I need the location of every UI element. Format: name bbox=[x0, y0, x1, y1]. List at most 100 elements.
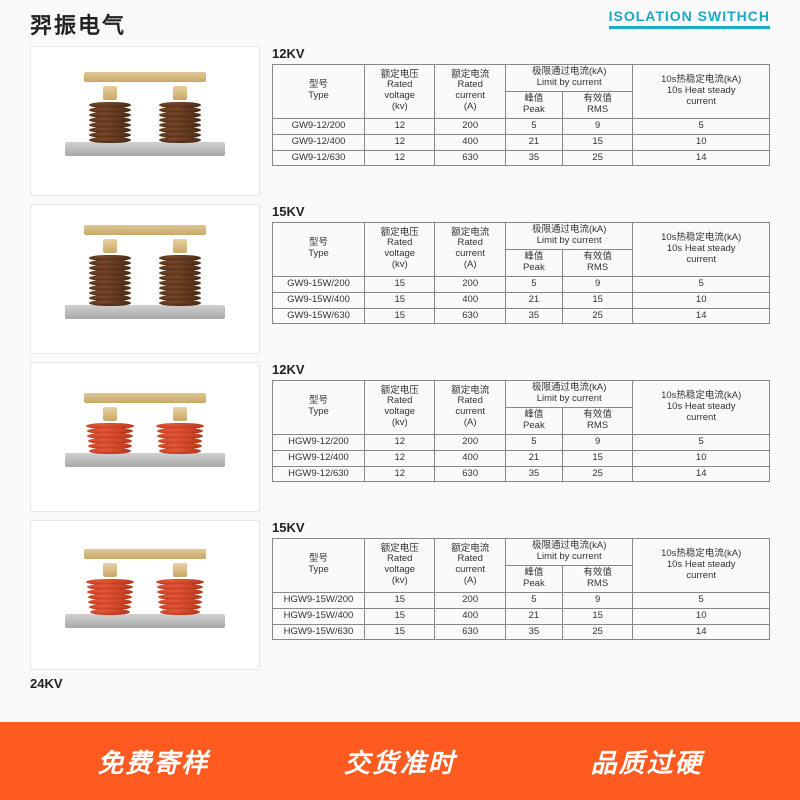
insulator bbox=[90, 407, 130, 453]
table-cell: 21 bbox=[505, 608, 562, 624]
table-row: HGW9-12/20012200595 bbox=[273, 434, 770, 450]
table-cell: 35 bbox=[505, 466, 562, 482]
table-cell: 15 bbox=[365, 592, 435, 608]
terminal-icon bbox=[103, 86, 117, 100]
column-header: 型号Type bbox=[273, 223, 365, 277]
table-cell: GW9-15W/400 bbox=[273, 292, 365, 308]
column-header: 极限通过电流(kA)Limit by current bbox=[505, 381, 632, 408]
spec-table: 型号Type额定电压Ratedvoltage(kv)额定电流Ratedcurre… bbox=[272, 538, 770, 640]
column-header: 峰值Peak bbox=[505, 407, 562, 434]
table-cell: 400 bbox=[435, 134, 505, 150]
table-cell: 5 bbox=[505, 118, 562, 134]
column-header: 极限通过电流(kA)Limit by current bbox=[505, 539, 632, 566]
table-cell: 21 bbox=[505, 450, 562, 466]
table-cell: 12 bbox=[365, 150, 435, 166]
table-cell: HGW9-12/200 bbox=[273, 434, 365, 450]
spec-table: 型号Type额定电压Ratedvoltage(kv)额定电流Ratedcurre… bbox=[272, 380, 770, 482]
table-cell: 400 bbox=[435, 292, 505, 308]
column-header: 额定电压Ratedvoltage(kv) bbox=[365, 381, 435, 435]
table-cell: GW9-15W/200 bbox=[273, 276, 365, 292]
product-section: 15KV 型号Type额定电压Ratedvoltage(kv)额定电流Ratedc… bbox=[30, 520, 770, 670]
spec-block: 15KV型号Type额定电压Ratedvoltage(kv)额定电流Ratedc… bbox=[272, 204, 770, 324]
column-header: 峰值Peak bbox=[505, 91, 562, 118]
table-cell: HGW9-12/630 bbox=[273, 466, 365, 482]
column-header: 极限通过电流(kA)Limit by current bbox=[505, 65, 632, 92]
table-cell: 630 bbox=[435, 308, 505, 324]
table-cell: 12 bbox=[365, 134, 435, 150]
terminal-icon bbox=[173, 563, 187, 577]
base-plate bbox=[65, 142, 225, 156]
promo-footer: 免费寄样 交货准时 品质过硬 bbox=[0, 722, 800, 800]
spec-block: 12KV型号Type额定电压Ratedvoltage(kv)额定电流Ratedc… bbox=[272, 46, 770, 166]
voltage-class-label: 15KV bbox=[272, 520, 770, 535]
table-cell: 400 bbox=[435, 608, 505, 624]
table-row: HGW9-15W/20015200595 bbox=[273, 592, 770, 608]
table-cell: 35 bbox=[505, 624, 562, 640]
table-cell: 15 bbox=[562, 608, 633, 624]
voltage-class-label: 15KV bbox=[272, 204, 770, 219]
terminal-icon bbox=[173, 407, 187, 421]
footer-promo-text: 交货准时 bbox=[344, 743, 456, 780]
table-cell: 9 bbox=[562, 276, 633, 292]
table-cell: GW9-12/630 bbox=[273, 150, 365, 166]
footer-promo-text: 品质过硬 bbox=[591, 743, 703, 780]
column-header: 有效值RMS bbox=[562, 565, 633, 592]
table-cell: 15 bbox=[562, 450, 633, 466]
table-cell: 5 bbox=[505, 434, 562, 450]
english-title: ISOLATION SWITHCH bbox=[609, 8, 770, 29]
terminal-icon bbox=[103, 407, 117, 421]
column-header: 型号Type bbox=[273, 539, 365, 593]
column-header: 额定电压Ratedvoltage(kv) bbox=[365, 223, 435, 277]
column-header: 额定电压Ratedvoltage(kv) bbox=[365, 65, 435, 119]
column-header: 额定电压Ratedvoltage(kv) bbox=[365, 539, 435, 593]
table-cell: 5 bbox=[505, 276, 562, 292]
table-cell: 15 bbox=[365, 308, 435, 324]
column-header: 有效值RMS bbox=[562, 91, 633, 118]
connector-bar bbox=[84, 549, 206, 559]
table-cell: GW9-12/400 bbox=[273, 134, 365, 150]
spec-table: 型号Type额定电压Ratedvoltage(kv)额定电流Ratedcurre… bbox=[272, 64, 770, 166]
insulator bbox=[90, 239, 130, 305]
table-cell: 9 bbox=[562, 592, 633, 608]
column-header: 10s热稳定电流(kA)10s Heat steadycurrent bbox=[633, 223, 770, 277]
column-header: 10s热稳定电流(kA)10s Heat steadycurrent bbox=[633, 65, 770, 119]
table-cell: 630 bbox=[435, 150, 505, 166]
product-section: 12KV型号Type额定电压Ratedvoltage(kv)额定电流Ratedc… bbox=[30, 46, 770, 196]
table-cell: 200 bbox=[435, 276, 505, 292]
spec-block: 15KV 型号Type额定电压Ratedvoltage(kv)额定电流Ratedc… bbox=[272, 520, 770, 640]
table-cell: 15 bbox=[365, 276, 435, 292]
table-cell: 14 bbox=[633, 466, 770, 482]
table-cell: 15 bbox=[562, 292, 633, 308]
column-header: 有效值RMS bbox=[562, 249, 633, 276]
column-header: 峰值Peak bbox=[505, 565, 562, 592]
table-cell: 15 bbox=[365, 624, 435, 640]
insulator bbox=[160, 239, 200, 305]
base-plate bbox=[65, 305, 225, 319]
insulator bbox=[160, 407, 200, 453]
table-cell: 200 bbox=[435, 118, 505, 134]
column-header: 额定电流Ratedcurrent(A) bbox=[435, 539, 505, 593]
table-cell: 9 bbox=[562, 434, 633, 450]
spec-block: 12KV 型号Type额定电压Ratedvoltage(kv)额定电流Ratedc… bbox=[272, 362, 770, 482]
table-cell: 12 bbox=[365, 118, 435, 134]
sections-container: 12KV型号Type额定电压Ratedvoltage(kv)额定电流Ratedc… bbox=[30, 46, 770, 670]
insulator bbox=[160, 563, 200, 614]
connector-bar bbox=[84, 225, 206, 235]
footer-promo-text: 免费寄样 bbox=[97, 743, 209, 780]
table-row: HGW9-15W/63015630352514 bbox=[273, 624, 770, 640]
product-image bbox=[30, 362, 260, 512]
base-plate bbox=[65, 614, 225, 628]
table-cell: 12 bbox=[365, 466, 435, 482]
page-header: 羿振电气 ISOLATION SWITHCH bbox=[30, 8, 770, 40]
table-cell: 25 bbox=[562, 466, 633, 482]
table-cell: 630 bbox=[435, 624, 505, 640]
table-row: GW9-12/63012630352514 bbox=[273, 150, 770, 166]
table-cell: 200 bbox=[435, 592, 505, 608]
table-cell: 5 bbox=[633, 118, 770, 134]
voltage-class-label: 12KV bbox=[272, 362, 770, 377]
column-header: 额定电流Ratedcurrent(A) bbox=[435, 65, 505, 119]
column-header: 10s热稳定电流(kA)10s Heat steadycurrent bbox=[633, 539, 770, 593]
insulator bbox=[90, 563, 130, 614]
catalog-page: 羿振电气 ISOLATION SWITHCH 12KV型号Type额定电压Rat… bbox=[0, 0, 800, 800]
table-row: HGW9-15W/40015400211510 bbox=[273, 608, 770, 624]
